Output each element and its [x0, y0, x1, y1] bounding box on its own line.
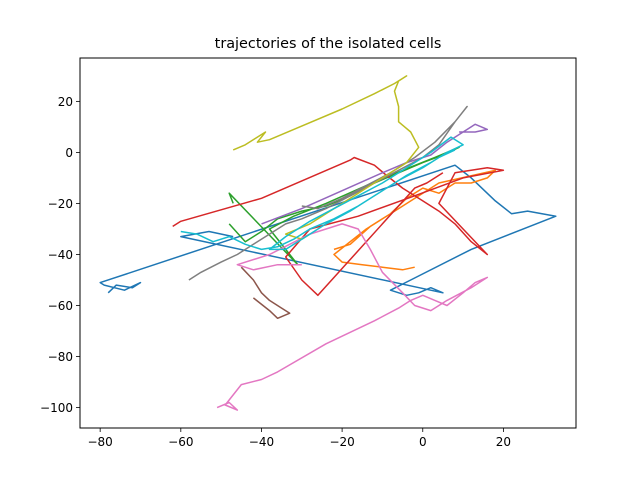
y-tick-label: −80	[48, 350, 73, 364]
x-axis: −80 −60 −40 −20 0 20	[87, 428, 511, 449]
trajectory-series-group	[99, 75, 557, 411]
trajectory-line-10	[180, 136, 464, 251]
y-tick-label: −40	[48, 248, 73, 262]
chart-title: trajectories of the isolated cells	[215, 36, 442, 52]
y-tick-label: 20	[58, 95, 73, 109]
plot-frame	[79, 57, 577, 429]
trajectory-line-4	[172, 156, 505, 297]
trajectory-line-2	[333, 169, 497, 271]
x-tick-label: −60	[168, 435, 193, 449]
trajectory-line-6	[240, 266, 291, 320]
trajectory-line-7	[216, 223, 489, 411]
y-tick-label: −20	[48, 197, 73, 211]
trajectory-line-1	[99, 164, 557, 297]
trajectory-line-5	[261, 123, 489, 225]
trajectory-line-8	[188, 105, 468, 281]
y-tick-label: −60	[48, 299, 73, 313]
x-tick-label: −40	[249, 435, 274, 449]
y-tick-label: 0	[65, 146, 73, 160]
y-tick-label: −100	[40, 401, 73, 415]
x-tick-label: 0	[419, 435, 427, 449]
x-tick-label: −80	[87, 435, 112, 449]
x-tick-label: 20	[496, 435, 511, 449]
x-tick-label: −20	[329, 435, 354, 449]
y-axis: −100 −80 −60 −40 −20 0 20	[40, 95, 80, 415]
